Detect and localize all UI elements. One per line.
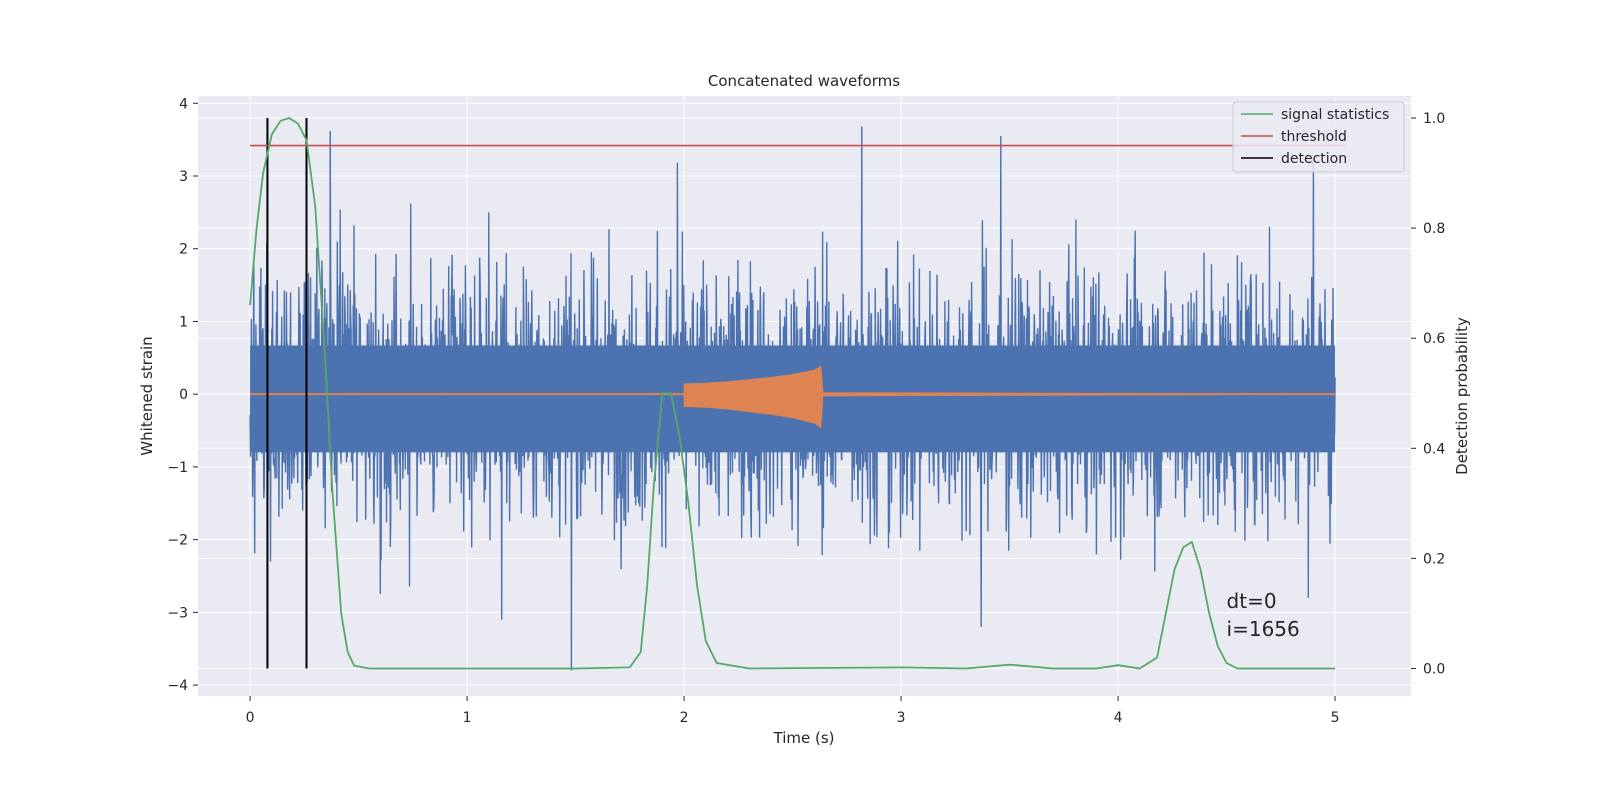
y-tick-label: −1 [167, 460, 188, 476]
y-axis-label: Whitened strain [138, 336, 156, 455]
y-tick-label: −3 [167, 605, 188, 621]
y-tick-label: 3 [179, 169, 188, 185]
y-right-tick-label: 0.2 [1423, 551, 1445, 567]
ticks: 0 1 2 3 4 5 −4 −3 −2 −1 0 1 2 3 4 0.0 0.2 0.4 0.6 0.8 1.0 [167, 96, 1445, 726]
x-tick-label: 4 [1114, 710, 1123, 726]
legend: signal statistics threshold detection [1232, 101, 1405, 173]
y-tick-label: 2 [179, 242, 188, 258]
legend-box [1232, 101, 1405, 173]
y-tick-label: 1 [179, 314, 188, 330]
x-tick-label: 5 [1331, 710, 1340, 726]
y-tick-label: −4 [167, 678, 188, 694]
x-tick-label: 1 [463, 710, 472, 726]
y-axis-right-label: Detection probability [1453, 317, 1471, 475]
injection-waveform [250, 365, 1336, 429]
x-axis-label: Time (s) [773, 729, 835, 747]
y-right-tick-label: 0.8 [1423, 221, 1445, 237]
legend-label-signal-statistics: signal statistics [1281, 107, 1389, 123]
y-right-tick-label: 0.6 [1423, 331, 1445, 347]
y-tick-label: 0 [179, 387, 188, 403]
x-tick-label: 0 [246, 710, 255, 726]
signal-statistics-line [249, 117, 1336, 670]
annotation-dt: dt=0 [1227, 589, 1277, 613]
y-right-tick-label: 1.0 [1423, 111, 1445, 127]
y-tick-label: 4 [179, 96, 188, 112]
legend-label-detection: detection [1281, 151, 1347, 167]
y-right-tick-label: 0.4 [1423, 441, 1445, 457]
legend-label-threshold: threshold [1281, 129, 1347, 145]
stat-layer [249, 117, 1346, 670]
x-tick-label: 2 [680, 710, 689, 726]
y-right-tick-label: 0.0 [1423, 661, 1445, 677]
injection-layer [250, 365, 1336, 429]
chart-title: Concatenated waveforms [708, 72, 900, 90]
x-tick-label: 3 [897, 710, 906, 726]
y-tick-label: −2 [167, 533, 188, 549]
annotation-i: i=1656 [1227, 617, 1300, 641]
